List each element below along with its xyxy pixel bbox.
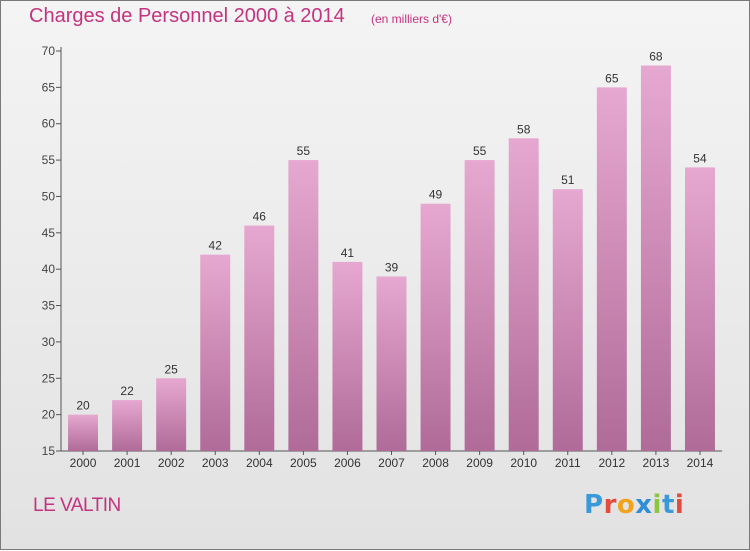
bar [508,138,539,452]
logo-letter: P [584,490,604,520]
data-label: 55 [297,144,311,158]
chart-title: Charges de Personnel 2000 à 2014 [29,5,345,27]
y-tick-label: 30 [42,335,56,349]
data-label: 20 [76,399,90,413]
bar [288,160,319,451]
y-tick-label: 55 [42,153,56,167]
data-label: 46 [253,210,267,224]
bar [156,378,187,451]
logo-letter: i [674,490,685,520]
x-tick-label: 2003 [202,456,229,470]
bar [68,414,99,451]
data-label: 41 [341,246,355,260]
bar [112,400,143,451]
data-label: 54 [693,151,707,165]
x-tick-label: 2011 [555,456,581,470]
y-tick-label: 35 [42,299,56,313]
data-label: 58 [517,122,531,136]
y-tick-label: 60 [42,117,56,131]
x-tick-label: 2013 [643,456,670,470]
y-tick-label: 25 [42,371,56,385]
x-tick-label: 2009 [466,456,493,470]
x-tick-label: 2000 [70,456,97,470]
logo-letter: o [616,490,636,520]
y-tick-label: 15 [42,444,56,458]
x-tick-label: 2012 [598,456,625,470]
bar [376,276,407,451]
x-tick-label: 2014 [687,456,714,470]
data-label: 39 [385,260,399,274]
x-tick-label: 2001 [114,456,141,470]
bar [684,167,715,451]
proxiti-logo: Proxiti [584,489,684,520]
commune-name: LE VALTIN [33,495,121,516]
x-tick-label: 2004 [246,456,273,470]
y-tick-label: 40 [42,262,56,276]
y-tick-label: 65 [42,80,56,94]
x-tick-label: 2007 [378,456,405,470]
y-tick-label: 70 [42,44,56,58]
logo-letter: x [635,490,653,520]
logo-letter: t [661,490,675,520]
data-label: 65 [605,71,619,85]
bar [332,261,363,451]
bar [552,189,583,451]
x-tick-label: 2008 [422,456,449,470]
y-tick-label: 45 [42,226,56,240]
data-label: 51 [561,173,575,187]
bar [464,160,495,451]
bar [640,65,671,451]
x-tick-label: 2002 [158,456,185,470]
bar [596,87,627,451]
data-label: 42 [209,239,223,253]
logo-letter: r [603,490,617,520]
x-tick-label: 2005 [290,456,317,470]
data-label: 55 [473,144,487,158]
data-label: 68 [649,50,663,64]
bar [200,254,231,451]
bar [244,225,275,451]
bar [420,203,451,451]
data-label: 22 [120,384,134,398]
x-tick-label: 2010 [510,456,537,470]
x-tick-label: 2006 [334,456,361,470]
y-tick-label: 20 [42,408,56,422]
chart-subtitle: (en milliers d'€) [371,12,452,26]
data-label: 49 [429,188,443,202]
logo-letter: i [652,490,662,520]
y-tick-label: 50 [42,189,56,203]
data-label: 25 [164,362,178,376]
